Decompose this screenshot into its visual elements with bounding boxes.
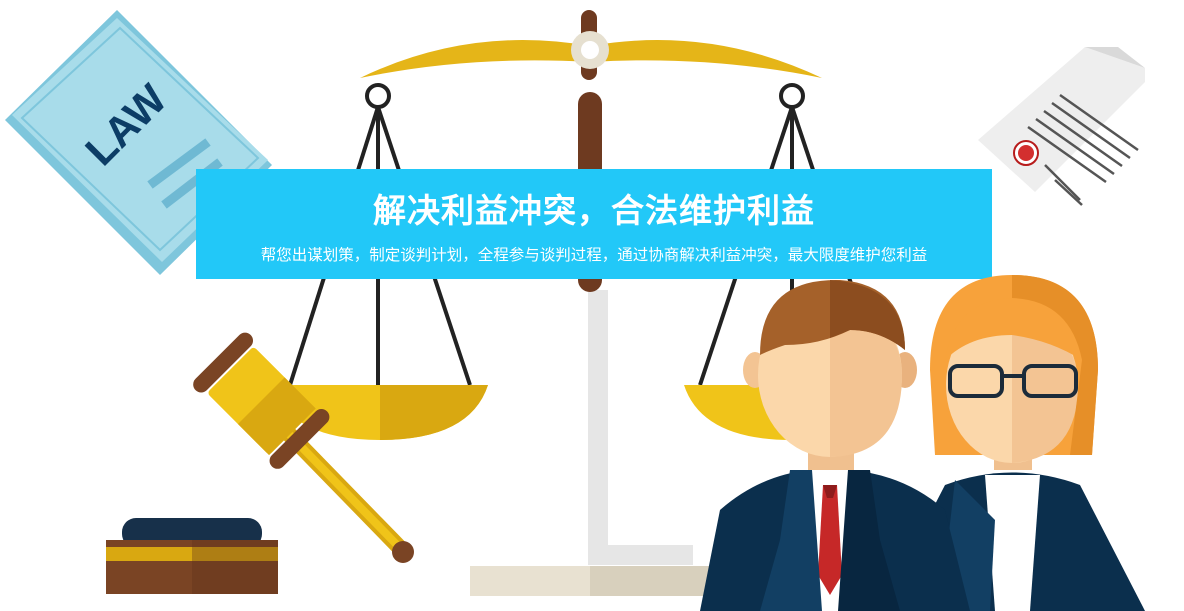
scale-left-pan <box>272 83 488 440</box>
gavel-icon <box>193 332 414 563</box>
businessman-figure <box>700 279 970 611</box>
banner-title: 解决利益冲突，合法维护利益 <box>373 191 815 230</box>
scale-beam <box>360 31 822 78</box>
document-icon <box>978 47 1145 206</box>
banner-subtitle: 帮您出谋划策，制定谈判计划，全程参与谈判过程，通过协商解决利益冲突，最大限度维护… <box>260 246 928 264</box>
scale-stand <box>470 290 710 596</box>
gavel-block <box>106 518 278 594</box>
headline-banner: 解决利益冲突，合法维护利益 帮您出谋划策，制定谈判计划，全程参与谈判过程，通过协… <box>196 169 992 279</box>
